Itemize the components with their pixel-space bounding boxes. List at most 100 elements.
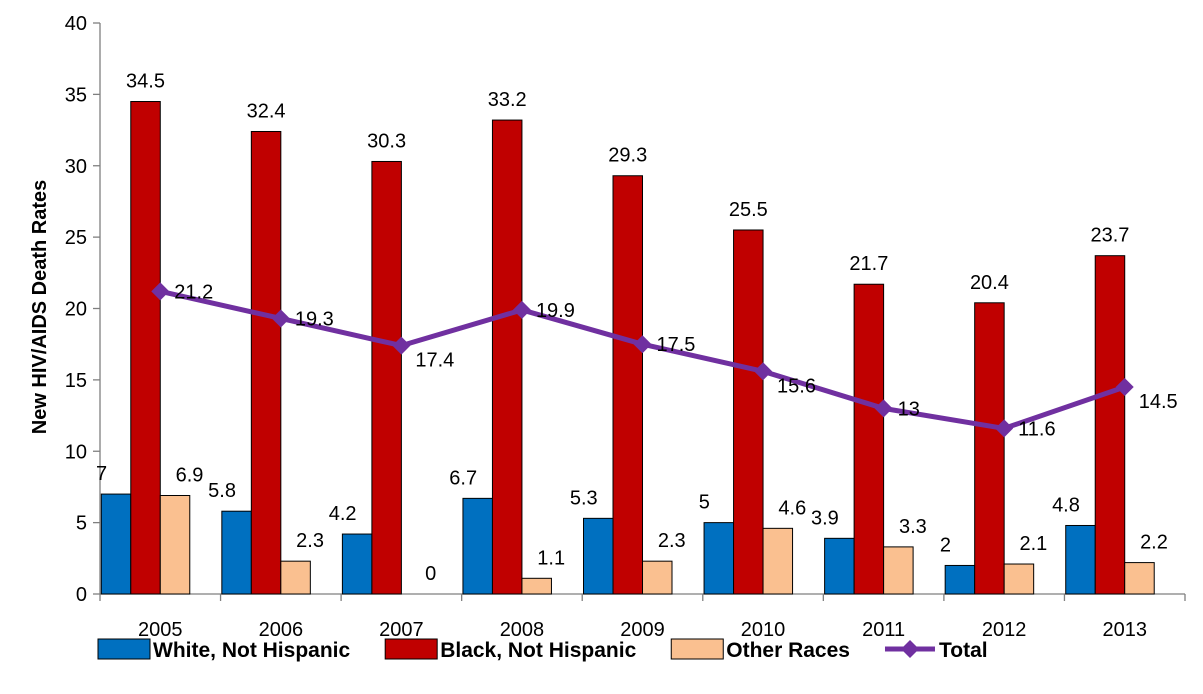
y-tick-label: 25 xyxy=(65,227,87,249)
legend-swatch xyxy=(384,638,438,660)
total-point xyxy=(151,282,170,301)
legend-item: Total xyxy=(884,639,988,662)
bar-other-races xyxy=(883,546,914,595)
total-data-label: 19.3 xyxy=(295,308,334,330)
bar-white-not-hispanic xyxy=(824,537,855,595)
legend-label: Black, Not Hispanic xyxy=(440,639,636,662)
x-tick-label: 2005 xyxy=(138,619,183,641)
total-data-label: 15.6 xyxy=(777,375,816,397)
bar-white-not-hispanic xyxy=(583,517,614,595)
bar-white-not-hispanic xyxy=(703,522,735,595)
bar-black-not-hispanic xyxy=(733,229,764,595)
bar-data-label: 1.1 xyxy=(537,547,565,569)
y-tick-label: 35 xyxy=(65,84,87,106)
x-tick-label: 2007 xyxy=(379,619,424,641)
bar-black-not-hispanic xyxy=(491,119,523,595)
bar-data-label: 6.7 xyxy=(449,467,477,489)
bar-other-races xyxy=(280,560,311,595)
y-tick-label: 40 xyxy=(65,13,87,35)
bar-data-label: 3.9 xyxy=(811,507,839,529)
bar-black-not-hispanic xyxy=(130,101,161,595)
y-axis-title: New HIV/AIDS Death Rates xyxy=(29,180,51,435)
legend-label: White, Not Hispanic xyxy=(153,639,350,662)
bar-data-label: 23.7 xyxy=(1091,225,1130,247)
total-point xyxy=(633,335,652,354)
legend-item: Other Races xyxy=(670,638,850,662)
total-point xyxy=(512,300,531,319)
total-data-label: 14.5 xyxy=(1139,391,1178,413)
legend-label: Other Races xyxy=(726,639,850,662)
total-data-label: 17.4 xyxy=(415,350,454,372)
bar-data-label: 5.3 xyxy=(570,487,598,509)
legend-item: Black, Not Hispanic xyxy=(384,638,637,662)
legend-label: Total xyxy=(939,639,988,662)
bar-data-label: 0 xyxy=(425,563,436,585)
bar-data-label: 29.3 xyxy=(608,145,647,167)
bar-other-races xyxy=(642,560,673,595)
y-tick-label: 10 xyxy=(65,441,87,463)
total-data-label: 19.9 xyxy=(536,300,575,322)
total-data-label: 11.6 xyxy=(1018,418,1055,440)
bar-black-not-hispanic xyxy=(612,175,643,595)
bar-white-not-hispanic xyxy=(341,533,373,595)
x-tick-label: 2012 xyxy=(982,619,1027,641)
bar-data-label: 7 xyxy=(96,463,107,485)
bar-black-not-hispanic xyxy=(1094,255,1126,595)
bar-white-not-hispanic xyxy=(221,510,252,595)
bar-other-races xyxy=(1124,562,1155,595)
bar-data-label: 32.4 xyxy=(247,100,286,122)
bar-black-not-hispanic xyxy=(371,160,402,595)
x-tick-label: 2006 xyxy=(259,619,304,641)
legend-swatch xyxy=(97,638,151,660)
legend-swatch xyxy=(670,638,724,660)
y-tick-label: 15 xyxy=(65,370,87,392)
x-tick-label: 2008 xyxy=(500,619,545,641)
bar-data-label: 25.5 xyxy=(729,199,768,221)
total-data-label: 17.5 xyxy=(657,334,696,356)
y-tick-label: 0 xyxy=(76,584,87,606)
bar-data-label: 21.7 xyxy=(849,253,888,275)
x-tick-label: 2009 xyxy=(620,619,665,641)
x-tick-label: 2011 xyxy=(862,619,905,641)
bar-black-not-hispanic xyxy=(853,283,885,595)
bar-other-races xyxy=(521,577,552,595)
total-point xyxy=(392,336,411,355)
legend: White, Not Hispanic Black, Not Hispanic Ot… xyxy=(97,638,988,662)
bar-data-label: 4.2 xyxy=(329,503,357,525)
bar-data-label: 34.5 xyxy=(126,71,165,93)
total-point xyxy=(271,309,290,328)
bar-data-label: 20.4 xyxy=(970,272,1009,294)
bar-white-not-hispanic xyxy=(944,564,976,595)
bar-data-label: 30.3 xyxy=(367,130,406,152)
total-point xyxy=(874,399,893,418)
legend-item: White, Not Hispanic xyxy=(97,638,350,662)
bar-data-label: 2.3 xyxy=(296,530,324,552)
bar-black-not-hispanic xyxy=(250,130,282,595)
total-point xyxy=(995,419,1014,438)
bar-data-label: 3.3 xyxy=(899,516,927,538)
x-tick-label: 2013 xyxy=(1102,619,1147,641)
total-data-label: 13 xyxy=(898,398,920,420)
bar-data-label: 2.1 xyxy=(1020,533,1048,555)
bar-black-not-hispanic xyxy=(974,302,1005,595)
bar-white-not-hispanic xyxy=(100,493,132,595)
bar-data-label: 5.8 xyxy=(208,480,236,502)
bar-data-label: 2 xyxy=(940,534,951,556)
bar-data-label: 2.3 xyxy=(658,530,686,552)
bar-data-label: 33.2 xyxy=(488,89,527,111)
bar-white-not-hispanic xyxy=(462,497,493,595)
legend-marker xyxy=(900,640,919,658)
bar-white-not-hispanic xyxy=(1065,524,1096,595)
bar-data-label: 4.6 xyxy=(778,497,806,519)
bar-data-label: 4.8 xyxy=(1052,494,1080,516)
total-point xyxy=(754,362,773,381)
bar-other-races xyxy=(159,495,191,595)
total-data-label: 21.2 xyxy=(174,281,213,303)
y-tick-label: 30 xyxy=(65,156,87,178)
total-point xyxy=(1115,378,1134,397)
bar-other-races xyxy=(762,527,794,595)
y-tick-label: 5 xyxy=(76,513,87,535)
bar-data-label: 2.2 xyxy=(1140,532,1168,554)
x-tick-label: 2010 xyxy=(741,619,786,641)
